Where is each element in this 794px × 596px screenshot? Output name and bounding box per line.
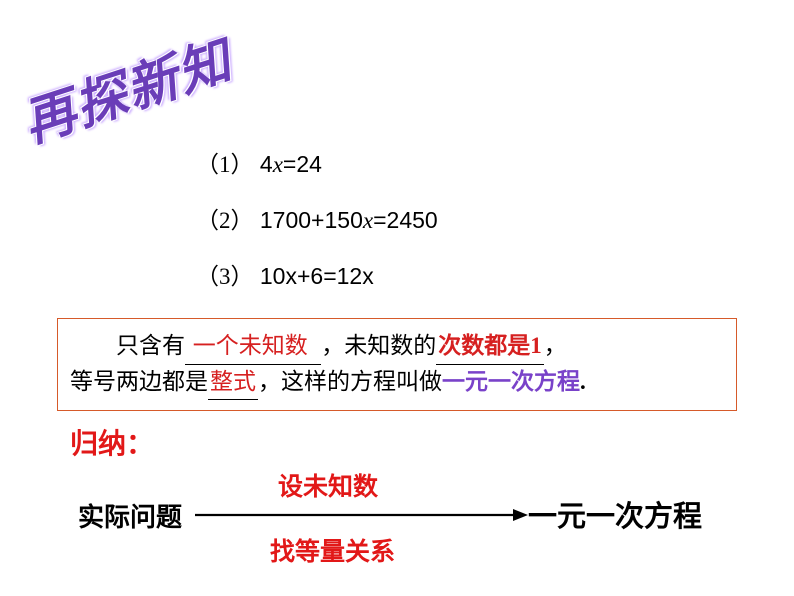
def-pre2: 等号两边都是 — [70, 369, 208, 394]
def-pre1: 只含有 — [116, 333, 185, 358]
flow-right-label: 一元一次方程 — [528, 493, 702, 535]
equation-list: （1） 4x=24 （2） 1700+150x=2450 （3） 10x+6=1… — [196, 145, 438, 313]
flow-top-label: 设未知数 — [278, 467, 378, 503]
summary-label: 归纳： — [70, 422, 154, 462]
eq2-var: x — [363, 208, 373, 233]
def-end: . — [580, 369, 586, 394]
arrow-icon — [195, 505, 530, 525]
def-term: 一元一次方程 — [442, 369, 580, 394]
def-mid3: ，这样的方程叫做 — [258, 369, 442, 394]
eq2-num: （2） — [196, 208, 254, 233]
eq1-num: （1） — [196, 152, 254, 177]
eq1-a: 4 — [254, 151, 273, 177]
definition-box: 只含有 一个未知数 ，未知数的次数都是1， 等号两边都是整式，这样的方程叫做一元一… — [57, 318, 737, 411]
eq2-a: 1700+150 — [254, 207, 363, 233]
def-mid1: ，未知数的 — [321, 333, 436, 358]
def-fill2: 次数都是1 — [438, 333, 542, 358]
eq2-b: =2450 — [373, 207, 438, 233]
def-mid2: ， — [544, 333, 567, 358]
page-title-art: 再探新知 — [12, 18, 241, 156]
flow-bottom-label: 找等量关系 — [270, 532, 395, 568]
equation-2: （2） 1700+150x=2450 — [196, 201, 438, 235]
equation-1: （1） 4x=24 — [196, 145, 438, 179]
def-blank1: 一个未知数 — [185, 329, 321, 365]
def-blank2: 次数都是1 — [436, 329, 544, 365]
def-fill1: 一个未知数 — [193, 333, 308, 358]
flow-left-label: 实际问题 — [78, 497, 182, 534]
def-blank3: 整式 — [208, 365, 258, 401]
eq3-num: （3） — [196, 264, 254, 289]
eq1-var: x — [273, 152, 283, 177]
eq1-b: =24 — [283, 151, 322, 177]
def-fill3: 整式 — [210, 369, 256, 394]
eq3-body: 10x+6=12x — [254, 263, 374, 289]
equation-3: （3） 10x+6=12x — [196, 257, 438, 291]
